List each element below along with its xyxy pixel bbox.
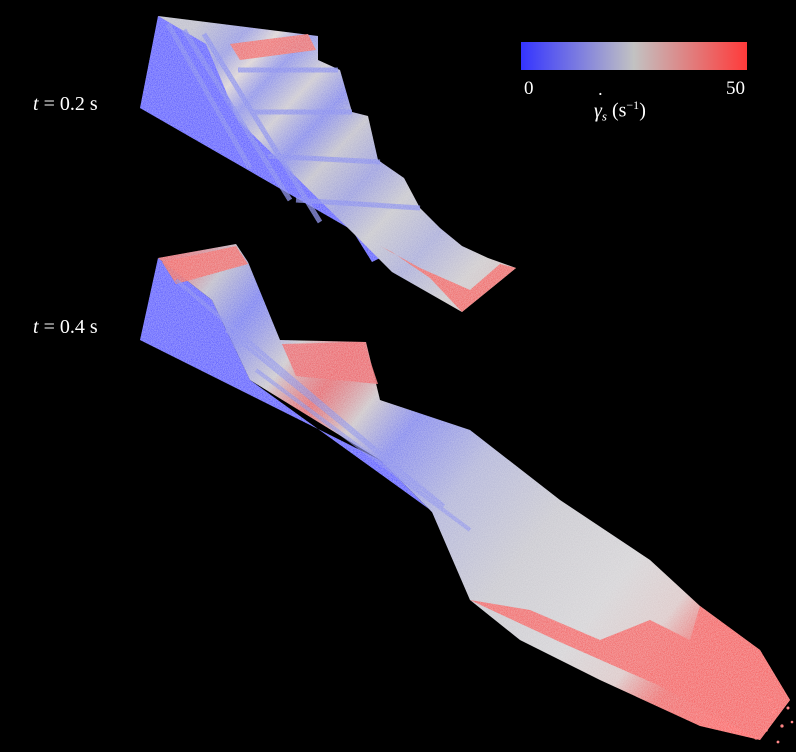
- top-surface: [158, 16, 516, 312]
- scattered-grains: [754, 698, 794, 744]
- colorbar-subscript: s: [601, 108, 607, 124]
- bottom-red-band-upper: [162, 246, 248, 284]
- snapshot-bottom: [140, 244, 794, 744]
- bottom-red-front: [470, 600, 790, 740]
- colorbar-symbol: γ: [594, 100, 602, 122]
- colorbar-max-label: 50: [726, 78, 745, 99]
- bottom-red-band-mid: [282, 342, 378, 384]
- bottom-flank-streaks: [174, 278, 472, 532]
- colorbar: [521, 42, 747, 70]
- time-label-bottom: t = 0.4 s: [33, 316, 98, 338]
- snapshot-top: [140, 16, 516, 312]
- top-red-toe: [352, 232, 516, 312]
- colorbar-min-label: 0: [524, 78, 534, 99]
- colorbar-quantity-label: γs (s−1): [594, 98, 646, 125]
- top-red-band-upper: [230, 34, 316, 60]
- time-label-top: t = 0.2 s: [33, 93, 98, 115]
- top-terrace-edges: [165, 22, 421, 224]
